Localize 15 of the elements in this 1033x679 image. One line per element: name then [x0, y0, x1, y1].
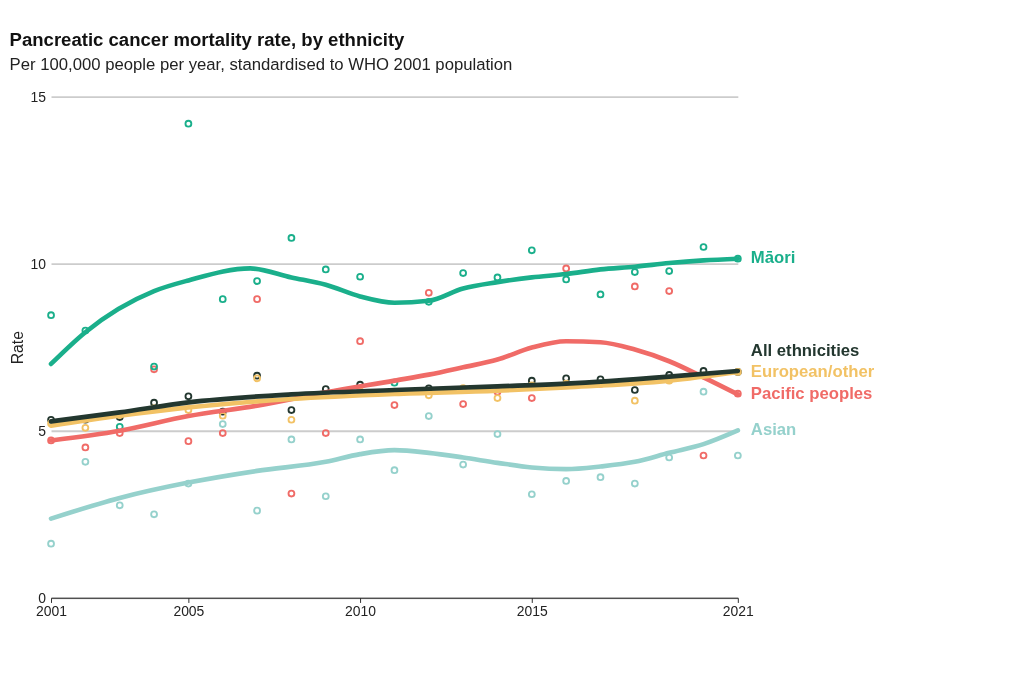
series-label: Māori: [750, 248, 796, 268]
y-axis-title: Rate: [9, 330, 27, 365]
x-tick-label: 2021: [722, 602, 755, 619]
series-label: All ethnicities: [750, 341, 860, 361]
chart-title: Pancreatic cancer mortality rate, by ethnicity: [9, 28, 406, 50]
y-tick-label: 5: [38, 422, 47, 439]
x-tick-label: 2005: [173, 602, 205, 619]
series-label: Asian: [750, 420, 797, 440]
x-tick-label: 2010: [345, 602, 377, 619]
y-tick-label: 15: [30, 88, 47, 105]
chart-subtitle: Per 100,000 people per year, standardised to WHO 2001 population: [9, 54, 513, 74]
series-label: Pacific peoples: [750, 383, 873, 403]
x-tick-label: 2015: [516, 602, 549, 619]
series-label: European/other: [750, 361, 875, 381]
y-tick-label: 10: [30, 255, 47, 272]
